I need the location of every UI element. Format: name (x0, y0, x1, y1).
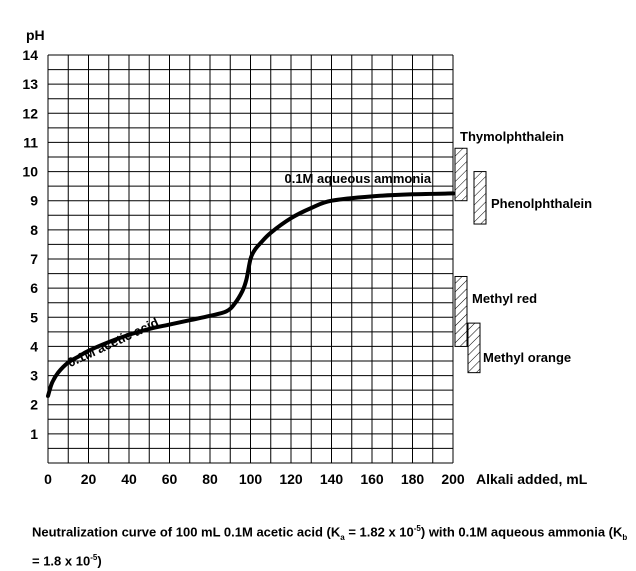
y-tick-label: 1 (30, 426, 38, 442)
x-tick-label: 80 (202, 471, 218, 487)
y-tick-label: 3 (30, 368, 38, 384)
indicator-ranges: Thymolphthalein Phenolphthalein Methyl red… (454, 129, 592, 374)
y-tick-label: 4 (30, 338, 38, 354)
x-tick-label: 120 (279, 471, 303, 487)
x-tick-labels: 0 20 40 60 80 100 120 140 160 180 200 (44, 471, 465, 487)
x-tick-label: 60 (162, 471, 178, 487)
indicator-label: Methyl orange (483, 350, 571, 365)
caption-ka-value: = 1.82 x 10 (344, 524, 414, 540)
indicator-range-bar (473, 171, 487, 225)
indicator-label: Thymolphthalein (460, 129, 564, 144)
caption-ka-exponent: -5 (413, 524, 421, 533)
indicator-label: Methyl red (472, 291, 537, 306)
y-tick-label: 14 (22, 47, 38, 63)
x-tick-label: 140 (320, 471, 344, 487)
y-axis-title: pH (26, 27, 45, 43)
grid (47, 54, 454, 464)
x-tick-label: 40 (121, 471, 137, 487)
y-tick-label: 7 (30, 251, 38, 267)
x-tick-label: 160 (360, 471, 384, 487)
figure-caption: Neutralization curve of 100 mL 0.1M acet… (32, 519, 632, 571)
y-tick-label: 11 (23, 134, 38, 150)
titration-curve (46, 191, 455, 398)
indicator-label: Phenolphthalein (491, 196, 592, 211)
curve-label-aqueous-ammonia: 0.1M aqueous ammonia (284, 171, 431, 186)
caption-kb-subscript: b (622, 532, 628, 542)
caption-kb-exponent: -5 (90, 552, 98, 562)
x-tick-label: 20 (81, 471, 97, 487)
indicator-range-bar (454, 147, 468, 202)
indicator-range-bar (454, 275, 468, 347)
y-tick-label: 8 (30, 222, 38, 238)
x-axis-title: Alkali added, mL (476, 471, 588, 487)
y-tick-label: 5 (30, 309, 38, 325)
y-tick-label: 12 (22, 105, 38, 121)
x-tick-label: 100 (239, 471, 263, 487)
curve-label-acetic-acid: 0.1M acetic acid (65, 315, 161, 370)
y-tick-label: 2 (30, 397, 38, 413)
caption-suffix: ) (97, 553, 102, 569)
y-tick-label: 9 (30, 193, 38, 209)
caption-prefix: Neutralization curve of 100 mL 0.1M acet… (32, 524, 341, 540)
x-tick-label: 0 (44, 471, 52, 487)
x-tick-label: 200 (441, 471, 465, 487)
y-tick-label: 10 (22, 164, 38, 180)
y-tick-label: 6 (30, 280, 38, 296)
indicator-range-bar (467, 322, 481, 374)
caption-middle: ) with 0.1M aqueous ammonia (K (420, 524, 623, 540)
y-tick-label: 13 (22, 76, 38, 92)
x-tick-label: 180 (401, 471, 425, 487)
caption-kb-value: = 1.8 x 10 (32, 553, 91, 569)
caption-ka-subscript: a (340, 532, 345, 542)
